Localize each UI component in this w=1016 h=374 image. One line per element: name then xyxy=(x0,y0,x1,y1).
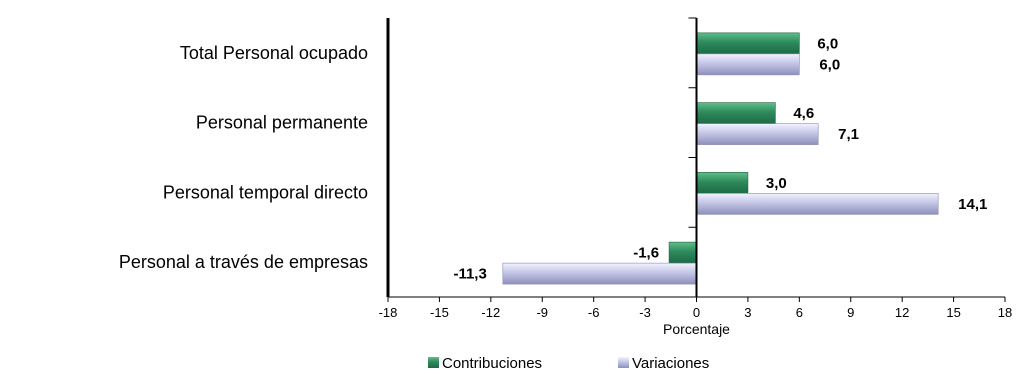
x-axis-title: Porcentaje xyxy=(663,321,730,337)
x-tick-label-5: -3 xyxy=(639,305,651,320)
legend-swatch-variaciones xyxy=(618,357,629,368)
bar-contribuciones-1 xyxy=(696,102,776,124)
x-tick-label-3: -9 xyxy=(536,305,548,320)
bar-variaciones-3 xyxy=(502,262,697,285)
category-label-2: Personal temporal directo xyxy=(163,182,368,202)
data-label-variaciones-2: 14,1 xyxy=(958,196,987,213)
bar-variaciones-2 xyxy=(696,193,939,215)
legend-label-variaciones: Variaciones xyxy=(632,355,709,372)
data-label-variaciones-3: -11,3 xyxy=(453,266,486,283)
data-label-variaciones-0: 6,0 xyxy=(819,56,840,73)
axes-layer: -18 -15 -12 -9 -6 -3 0 3 6 9 12 15 18 Porcentaje xyxy=(379,17,1012,337)
bars-layer xyxy=(502,32,939,285)
x-tick-label-8: 6 xyxy=(796,305,803,320)
category-label-0: Total Personal ocupado xyxy=(180,43,368,63)
x-tick-label-9: 9 xyxy=(847,305,854,320)
x-tick-label-2: -12 xyxy=(481,305,500,320)
x-tick-label-1: -15 xyxy=(430,305,449,320)
x-tick-label-12: 18 xyxy=(998,305,1012,320)
x-tick-label-0: -18 xyxy=(379,305,398,320)
bar-variaciones-1 xyxy=(696,123,819,145)
bar-contribuciones-0 xyxy=(696,32,800,55)
bar-contribuciones-3 xyxy=(668,241,697,264)
category-label-1: Personal permanente xyxy=(196,113,368,133)
x-tick-label-6: 0 xyxy=(693,305,700,320)
legend: Contribuciones Variaciones xyxy=(428,355,709,372)
data-label-contribuciones-0: 6,0 xyxy=(817,35,838,52)
bar-contribuciones-2 xyxy=(696,172,749,194)
data-label-contribuciones-1: 4,6 xyxy=(793,105,814,122)
data-label-contribuciones-2: 3,0 xyxy=(766,175,787,192)
x-tick-label-7: 3 xyxy=(744,305,751,320)
bar-variaciones-0 xyxy=(696,53,800,76)
category-label-3: Personal a través de empresas xyxy=(119,252,368,272)
legend-swatch-contribuciones xyxy=(428,357,439,368)
x-tick-label-4: -6 xyxy=(588,305,600,320)
legend-label-contribuciones: Contribuciones xyxy=(442,355,542,372)
x-tick-label-10: 12 xyxy=(895,305,909,320)
data-label-contribuciones-3: -1,6 xyxy=(633,245,659,262)
x-tick-label-11: 15 xyxy=(946,305,960,320)
labels-layer: 6,0 6,0 Total Personal ocupado 4,6 7,1 Person… xyxy=(119,35,988,282)
data-label-variaciones-1: 7,1 xyxy=(838,126,859,143)
